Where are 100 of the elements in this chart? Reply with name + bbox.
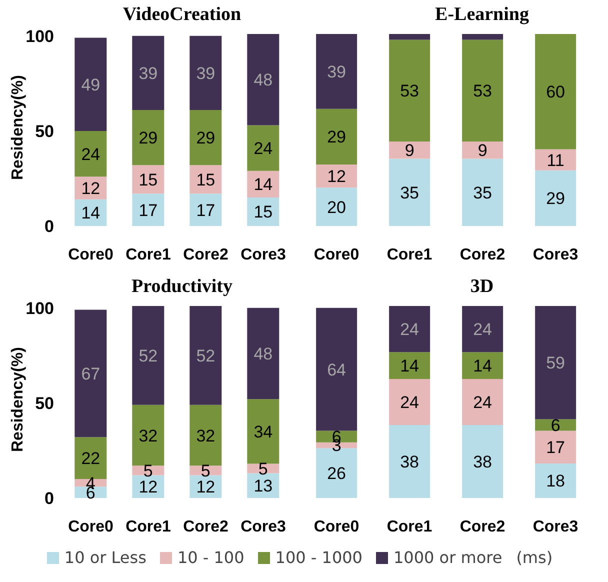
- bar: [462, 40, 504, 142]
- bar: [132, 110, 164, 166]
- x-tick-label: Core0: [314, 246, 360, 264]
- bar: [190, 194, 222, 226]
- data-label: 15: [196, 170, 216, 190]
- bar: [132, 306, 164, 405]
- data-label: 14: [254, 175, 273, 194]
- bar: [462, 142, 504, 159]
- bar: [74, 130, 107, 177]
- data-label: 12: [81, 178, 100, 198]
- data-label: 14: [81, 204, 100, 223]
- data-label: 11: [546, 150, 564, 170]
- data-label: 52: [196, 346, 216, 366]
- bar: [190, 36, 222, 110]
- bar: [316, 108, 358, 165]
- bar: [74, 199, 107, 226]
- data-label: 49: [81, 75, 100, 94]
- bar: [389, 40, 430, 142]
- x-tick-label: Core0: [68, 246, 114, 264]
- data-label: 24: [400, 320, 420, 340]
- bar: [132, 36, 164, 110]
- data-label: 18: [546, 472, 566, 491]
- y-tick-label: 0: [44, 489, 54, 508]
- data-label: 59: [546, 354, 566, 373]
- bar: [316, 308, 358, 431]
- bar: [247, 34, 280, 126]
- x-tick-label: Core3: [240, 246, 286, 264]
- chart-title: Productivity: [130, 276, 234, 298]
- data-label: 6: [550, 416, 560, 436]
- data-label: 38: [400, 452, 420, 472]
- legend-label: 100 - 1000: [274, 548, 362, 567]
- bar: [462, 158, 504, 226]
- data-label: 13: [254, 476, 273, 496]
- bar: [389, 425, 430, 498]
- data-label: 29: [546, 189, 566, 208]
- bar: [190, 306, 222, 405]
- data-label: 64: [327, 360, 346, 380]
- x-tick-label: Core3: [240, 518, 286, 536]
- data-label: 9: [478, 141, 488, 160]
- legend-label: 10 - 100: [176, 548, 244, 567]
- bar: [389, 378, 430, 426]
- bar: [74, 310, 107, 438]
- data-label: 52: [138, 346, 158, 366]
- data-label: 15: [138, 170, 158, 190]
- bar: [535, 149, 576, 170]
- bar: [74, 437, 107, 479]
- bar: [462, 34, 504, 40]
- data-label: 48: [254, 70, 273, 90]
- data-label: 24: [473, 393, 492, 412]
- bar: [316, 164, 358, 188]
- data-label: 9: [404, 141, 414, 160]
- data-label: 53: [473, 82, 492, 101]
- data-label: 17: [546, 438, 566, 458]
- data-label: 67: [81, 364, 100, 384]
- bar: [535, 430, 576, 464]
- data-label: 39: [196, 64, 216, 83]
- data-label: 29: [196, 128, 216, 148]
- bar: [132, 194, 164, 226]
- x-tick-label: Core2: [460, 518, 506, 536]
- bar: [389, 142, 430, 159]
- data-label: 14: [473, 356, 492, 376]
- bar: [535, 306, 576, 420]
- bar: [190, 110, 222, 166]
- data-label: 34: [254, 422, 273, 442]
- y-axis-title: Residency(%): [10, 75, 27, 180]
- x-tick-label: Core2: [183, 246, 229, 264]
- data-label: 32: [196, 426, 216, 446]
- data-label: 17: [196, 200, 216, 220]
- data-label: 26: [327, 464, 346, 484]
- y-tick-label: 50: [35, 122, 54, 141]
- x-tick-label: Core0: [68, 518, 114, 536]
- y-tick-label: 100: [26, 298, 54, 318]
- data-label: 5: [143, 461, 153, 480]
- bar: [247, 399, 280, 464]
- data-label: 29: [327, 128, 346, 147]
- bar: [462, 352, 504, 379]
- bar: [74, 38, 107, 131]
- data-label: 32: [138, 426, 158, 446]
- bar: [535, 463, 576, 498]
- bar: [247, 170, 280, 198]
- data-label: 12: [138, 478, 158, 497]
- chart-title: 3D: [469, 276, 495, 298]
- x-tick-label: Core1: [386, 246, 432, 264]
- bar: [316, 188, 358, 226]
- legend-label: 1000 or more: [392, 548, 502, 567]
- data-label: 39: [138, 64, 158, 83]
- bar: [247, 125, 280, 171]
- data-label: 5: [200, 461, 210, 480]
- data-label: 24: [473, 320, 492, 340]
- data-label: 14: [400, 356, 420, 376]
- data-label: 15: [254, 202, 273, 222]
- data-label: 53: [400, 82, 420, 101]
- data-label: 20: [327, 198, 346, 217]
- bar: [316, 34, 358, 109]
- chart-title: VideoCreation: [122, 4, 242, 26]
- x-tick-label: Core2: [183, 518, 229, 536]
- data-label: 24: [400, 393, 420, 412]
- y-tick-label: 100: [26, 26, 54, 46]
- legend-label: 10 or Less: [63, 548, 146, 567]
- y-tick-label: 0: [44, 217, 54, 236]
